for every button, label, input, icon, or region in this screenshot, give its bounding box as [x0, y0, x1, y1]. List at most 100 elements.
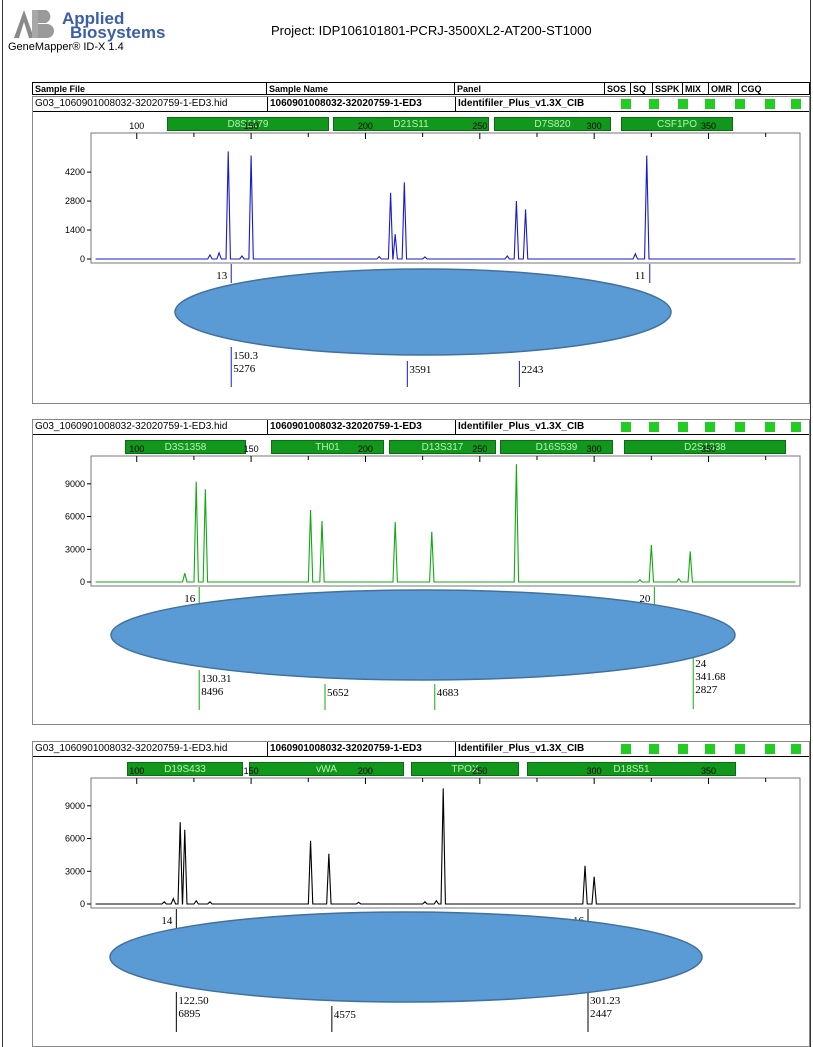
y-tick-label: 0 [80, 577, 85, 587]
quality-flag [791, 99, 801, 109]
y-tick-label: 0 [80, 254, 85, 264]
allele-label: 4575 [331, 1006, 356, 1032]
allele-value: 5652 [327, 687, 349, 699]
x-tick-label: 300 [587, 121, 602, 131]
electropherogram-chart: 100 150 200 250 300 350 0 1400 2800 4200 13 11 150.3… [65, 121, 801, 387]
project-title: Project: IDP106101801-PCRJ-3500XL2-AT200… [271, 23, 592, 38]
allele-label: 11 [635, 264, 651, 283]
x-tick-label: 250 [472, 766, 487, 776]
marker-label: TPOX [411, 762, 519, 776]
quality-flag [765, 99, 775, 109]
allele-label: 13 [216, 264, 232, 283]
marker-label: D8S1179 [167, 117, 329, 131]
sample-panel: G03_1060901008032-32020759-1-ED3.hid 1060… [32, 96, 810, 404]
allele-value: 2827 [695, 684, 718, 696]
quality-flag [649, 422, 659, 432]
quality-flag [649, 744, 659, 754]
panel-value: Identifiler_Plus_v1.3X_CIB [455, 97, 605, 111]
allele-call: 14 [161, 915, 173, 927]
x-tick-label: 200 [358, 121, 373, 131]
sample-info-row: G03_1060901008032-32020759-1-ED3.hid 1060… [33, 742, 809, 757]
col-sos: SOS [604, 83, 630, 95]
marker-label: D18S51 [527, 762, 736, 776]
quality-flag [621, 422, 631, 432]
allele-value: 6895 [178, 1008, 201, 1020]
allele-call: 16 [184, 593, 196, 605]
col-cgq: CGQ [738, 83, 810, 95]
electropherogram-chart: 10015020025030035003000600090001416122.5… [65, 766, 801, 1032]
quality-flag [735, 99, 745, 109]
panel-value: Identifiler_Plus_v1.3X_CIB [455, 742, 605, 756]
quality-flag [705, 422, 715, 432]
y-tick-label: 9000 [65, 801, 85, 811]
allele-label: 2243 [518, 361, 544, 387]
marker-label: D13S317 [389, 440, 496, 454]
redaction-oval [109, 911, 703, 1003]
allele-value: 2447 [590, 1008, 613, 1020]
allele-value: 24 [695, 658, 707, 670]
y-tick-label: 3000 [65, 544, 85, 554]
plot-frame [90, 455, 801, 587]
logo [12, 8, 56, 40]
x-tick-label: 150 [244, 121, 259, 131]
y-tick-label: 4200 [65, 167, 85, 177]
trace-line [95, 464, 796, 583]
col-mix: MIX [682, 83, 708, 95]
col-panel: Panel [454, 83, 604, 95]
x-tick-label: 250 [472, 444, 487, 454]
allele-label: 5652 [324, 684, 349, 710]
quality-flag [649, 99, 659, 109]
quality-flag [678, 744, 688, 754]
quality-flag [735, 422, 745, 432]
col-omr: OMR [708, 83, 738, 95]
col-sample-file: Sample File [32, 83, 266, 95]
brand-line-2: Biosystems [70, 23, 166, 42]
page-left-border [2, 0, 3, 1047]
y-tick-label: 3000 [65, 866, 85, 876]
table-header: Sample File Sample Name Panel SOS SQ SSP… [32, 82, 810, 95]
allele-label: 3591 [406, 361, 431, 387]
sample-panel: G03_1060901008032-32020759-1-ED3.hid 1060… [32, 419, 810, 725]
x-tick-label: 100 [129, 121, 144, 131]
allele-value: 8496 [201, 686, 224, 698]
allele-value: 4683 [437, 687, 460, 699]
x-tick-label: 350 [701, 121, 716, 131]
allele-value: 3591 [409, 364, 431, 376]
x-tick-label: 350 [701, 766, 716, 776]
panel-value: Identifiler_Plus_v1.3X_CIB [455, 420, 605, 434]
trace-line [95, 788, 796, 905]
sample-name-value: 1060901008032-32020759-1-ED3 [267, 420, 455, 434]
col-sspk: SSPK [652, 83, 682, 95]
allele-value: 2243 [521, 364, 544, 376]
marker-label: D2S1338 [624, 440, 786, 454]
product-name: GeneMapper® ID-X 1.4 [8, 41, 124, 53]
sample-file-value: G03_1060901008032-32020759-1-ED3.hid [35, 98, 228, 109]
quality-flag [791, 744, 801, 754]
sample-name-value: 1060901008032-32020759-1-ED3 [267, 742, 455, 756]
quality-flag [735, 744, 745, 754]
quality-flag [621, 99, 631, 109]
x-tick-label: 100 [129, 766, 144, 776]
quality-flag [621, 744, 631, 754]
x-tick-label: 200 [358, 766, 373, 776]
y-tick-label: 6000 [65, 512, 85, 522]
sample-name-value: 1060901008032-32020759-1-ED3 [267, 97, 455, 111]
marker-label: D19S433 [127, 762, 243, 776]
allele-value: 150.3 [233, 350, 258, 362]
x-tick-label: 150 [244, 766, 259, 776]
redaction-oval [110, 589, 736, 681]
x-tick-label: 350 [701, 444, 716, 454]
allele-label: 14 [161, 909, 177, 928]
y-tick-label: 6000 [65, 834, 85, 844]
x-tick-label: 250 [472, 121, 487, 131]
quality-flag [678, 99, 688, 109]
sample-panel: G03_1060901008032-32020759-1-ED3.hid 1060… [32, 741, 810, 1047]
sample-file-value: G03_1060901008032-32020759-1-ED3.hid [35, 421, 228, 432]
marker-label: D7S820 [494, 117, 611, 131]
quality-flag [765, 744, 775, 754]
